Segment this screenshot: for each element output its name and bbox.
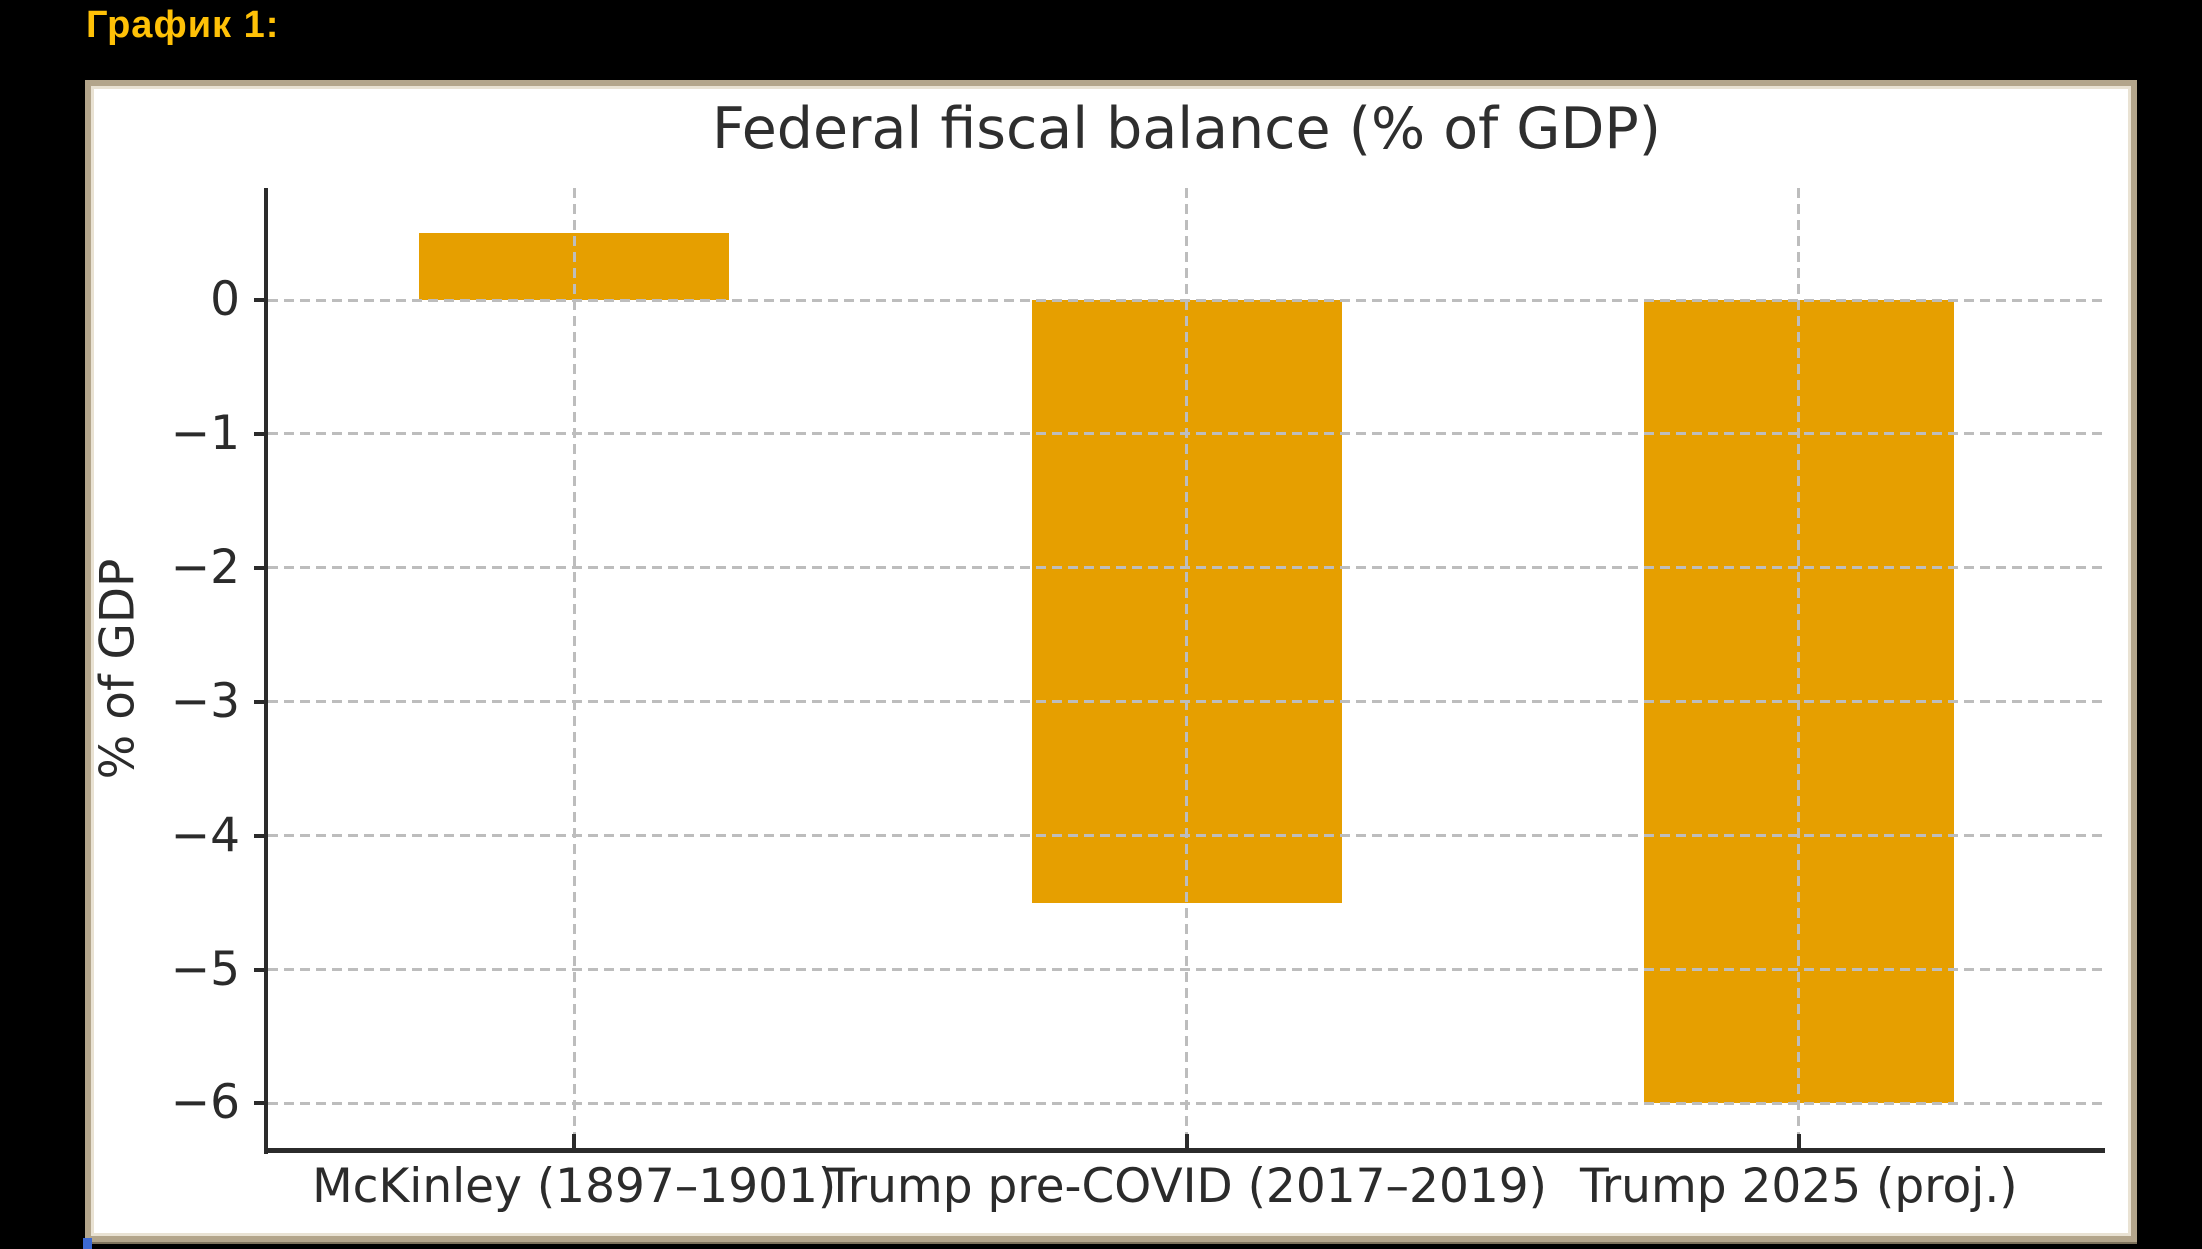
gridline-vertical	[572, 188, 576, 1150]
chart-title: Federal fiscal balance (% of GDP)	[712, 96, 1661, 162]
x-tick-label: Trump pre-COVID (2017–2019)	[826, 1159, 1547, 1214]
y-tick-label: −1	[170, 405, 240, 461]
y-axis-tick	[254, 431, 268, 436]
x-axis-tick	[1184, 1134, 1189, 1150]
partial-blue-element	[83, 1238, 92, 1249]
gridline-vertical	[1185, 188, 1188, 1150]
y-tick-label: −2	[170, 539, 240, 595]
y-axis-tick	[254, 298, 268, 302]
y-tick-label: 0	[210, 272, 240, 327]
x-tick-label: McKinley (1897–1901)	[312, 1159, 837, 1214]
x-tick-label: Trump 2025 (proj.)	[1580, 1159, 2018, 1214]
y-tick-label: −3	[170, 673, 240, 729]
y-tick-label: −4	[170, 807, 240, 863]
y-tick-label: −6	[170, 1075, 240, 1131]
gridline-vertical	[1797, 188, 1801, 1150]
y-axis-tick	[254, 833, 268, 838]
x-axis-tick	[572, 1134, 577, 1150]
page-title: График 1:	[86, 4, 280, 46]
y-axis-tick	[254, 1101, 268, 1106]
y-axis-tick	[254, 565, 268, 570]
x-axis-tick	[1796, 1134, 1801, 1150]
y-tick-label: −5	[170, 941, 240, 997]
y-axis-spine	[264, 188, 268, 1154]
y-axis-tick	[254, 967, 268, 972]
x-axis-spine	[264, 1148, 2105, 1153]
y-axis-tick	[254, 699, 268, 704]
